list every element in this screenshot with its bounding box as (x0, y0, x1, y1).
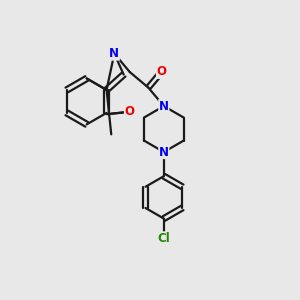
Text: N: N (159, 100, 169, 112)
Text: N: N (159, 146, 169, 158)
Text: Cl: Cl (158, 232, 170, 245)
Text: O: O (157, 65, 166, 78)
Text: O: O (124, 105, 134, 118)
Text: N: N (109, 47, 119, 60)
